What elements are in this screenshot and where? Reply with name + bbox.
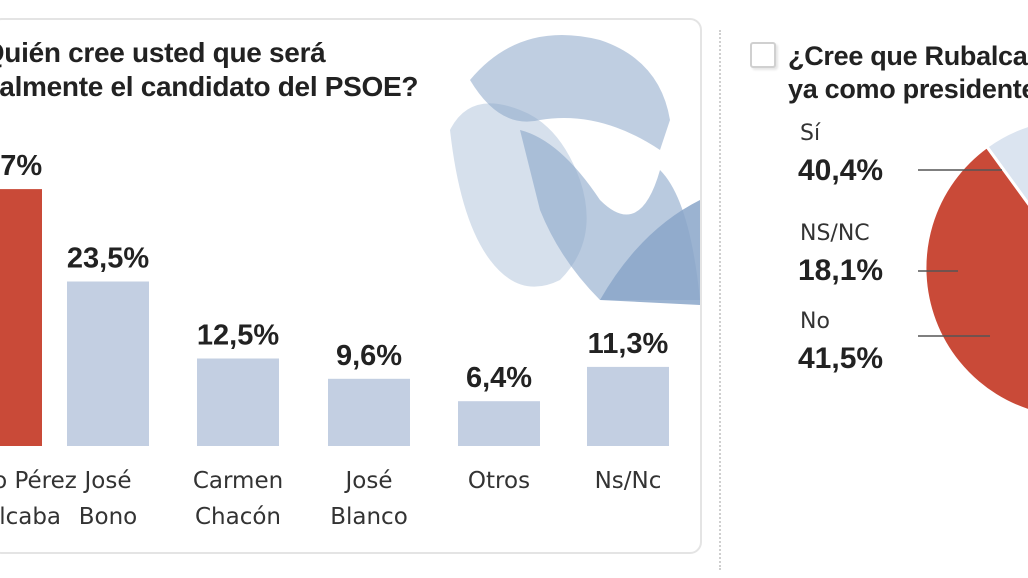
category-label-0-0: Alfredo Pérez bbox=[0, 468, 77, 494]
pie-chart-question-line2: ya como presidente bbox=[788, 74, 1028, 104]
bar-value-label-5: 11,3% bbox=[588, 328, 669, 360]
bar-2 bbox=[197, 358, 279, 446]
category-label-2-0: Carmen bbox=[193, 468, 283, 494]
bar-chart-question-line2: finalmente el candidato del PSOE? bbox=[0, 71, 419, 102]
category-label-3-1: Blanco bbox=[330, 504, 408, 530]
bar-value-label-2: 12,5% bbox=[197, 320, 279, 352]
pie-label-0: Sí bbox=[800, 121, 821, 146]
category-label-3-0: José bbox=[344, 468, 393, 494]
bar-4 bbox=[458, 401, 540, 446]
bar-value-label-0: 36,7% bbox=[0, 150, 42, 182]
pie-label-1: NS/NC bbox=[800, 221, 870, 246]
category-label-2-1: Chacón bbox=[195, 504, 281, 530]
bar-1 bbox=[67, 281, 149, 446]
category-label-5-0: Ns/Nc bbox=[595, 468, 662, 494]
pie-chart: Sí 40,4% NS/NC 18,1% No 41,5% bbox=[798, 121, 1028, 412]
bar-value-label-1: 23,5% bbox=[67, 243, 149, 275]
category-label-1-1: Bono bbox=[79, 504, 138, 530]
pie-slice-2 bbox=[923, 144, 1028, 412]
bar-value-label-4: 6,4% bbox=[466, 362, 532, 394]
pie-value-label-0: 40,4% bbox=[798, 154, 883, 187]
pie-value-label-2: 41,5% bbox=[798, 342, 883, 375]
bar-0 bbox=[0, 189, 42, 446]
pie-chart-question: ¿Cree que Rubalcaba ya como presidente bbox=[788, 40, 1028, 106]
pie-label-2: No bbox=[800, 309, 830, 334]
portrait-illustration bbox=[450, 35, 700, 305]
bar-value-label-3: 9,6% bbox=[336, 340, 402, 372]
section-divider bbox=[719, 30, 721, 570]
category-label-1-0: José bbox=[83, 468, 132, 494]
checkbox-icon bbox=[750, 42, 776, 68]
bar-5 bbox=[587, 366, 669, 446]
bar-chart-question-line1: ¿Quién cree usted que será bbox=[0, 37, 326, 68]
pie-chart-question-line1: ¿Cree que Rubalcaba bbox=[788, 41, 1028, 71]
bar-3 bbox=[328, 378, 410, 446]
category-label-0-1: Rubalcaba bbox=[0, 504, 61, 530]
category-label-4-0: Otros bbox=[468, 468, 530, 494]
pie-slice-0 bbox=[984, 123, 1028, 206]
bar-chart-question: ¿Quién cree usted que será finalmente el… bbox=[0, 36, 446, 104]
bar-chart: 36,7% Alfredo Pérez Rubalcaba 23,5% José Bono… bbox=[0, 150, 669, 530]
pie-value-label-1: 18,1% bbox=[798, 254, 883, 287]
